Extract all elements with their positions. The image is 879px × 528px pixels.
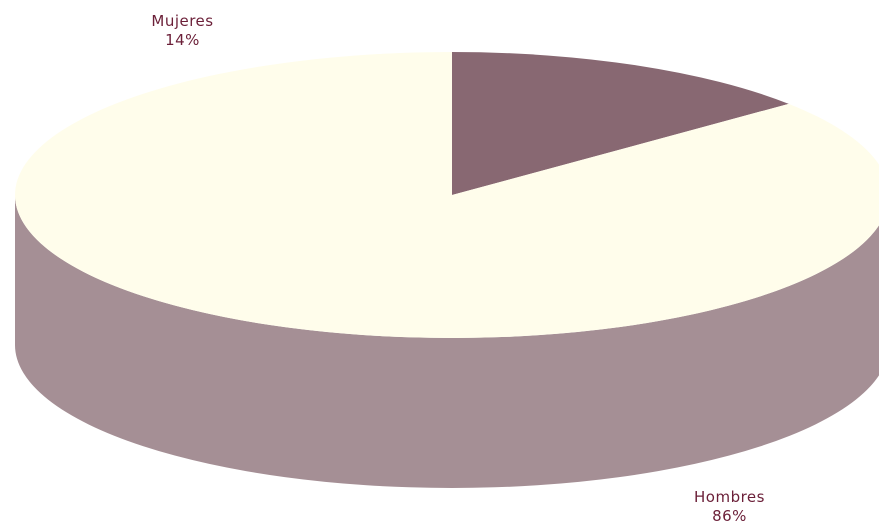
pie-slice-hombres (15, 52, 879, 338)
pie-slice-mujeres (452, 52, 789, 195)
slice-category-label: Hombres (694, 488, 765, 506)
slice-value-label: 14% (165, 31, 200, 49)
slice-label-hombres: Hombres 86% (667, 488, 792, 526)
pie-side-wall (15, 195, 879, 488)
slice-value-label: 86% (712, 507, 747, 525)
pie-top-group (15, 52, 879, 338)
slice-category-label: Mujeres (151, 12, 214, 30)
pie-side-group (15, 195, 879, 488)
slice-label-mujeres: Mujeres 14% (120, 12, 245, 50)
